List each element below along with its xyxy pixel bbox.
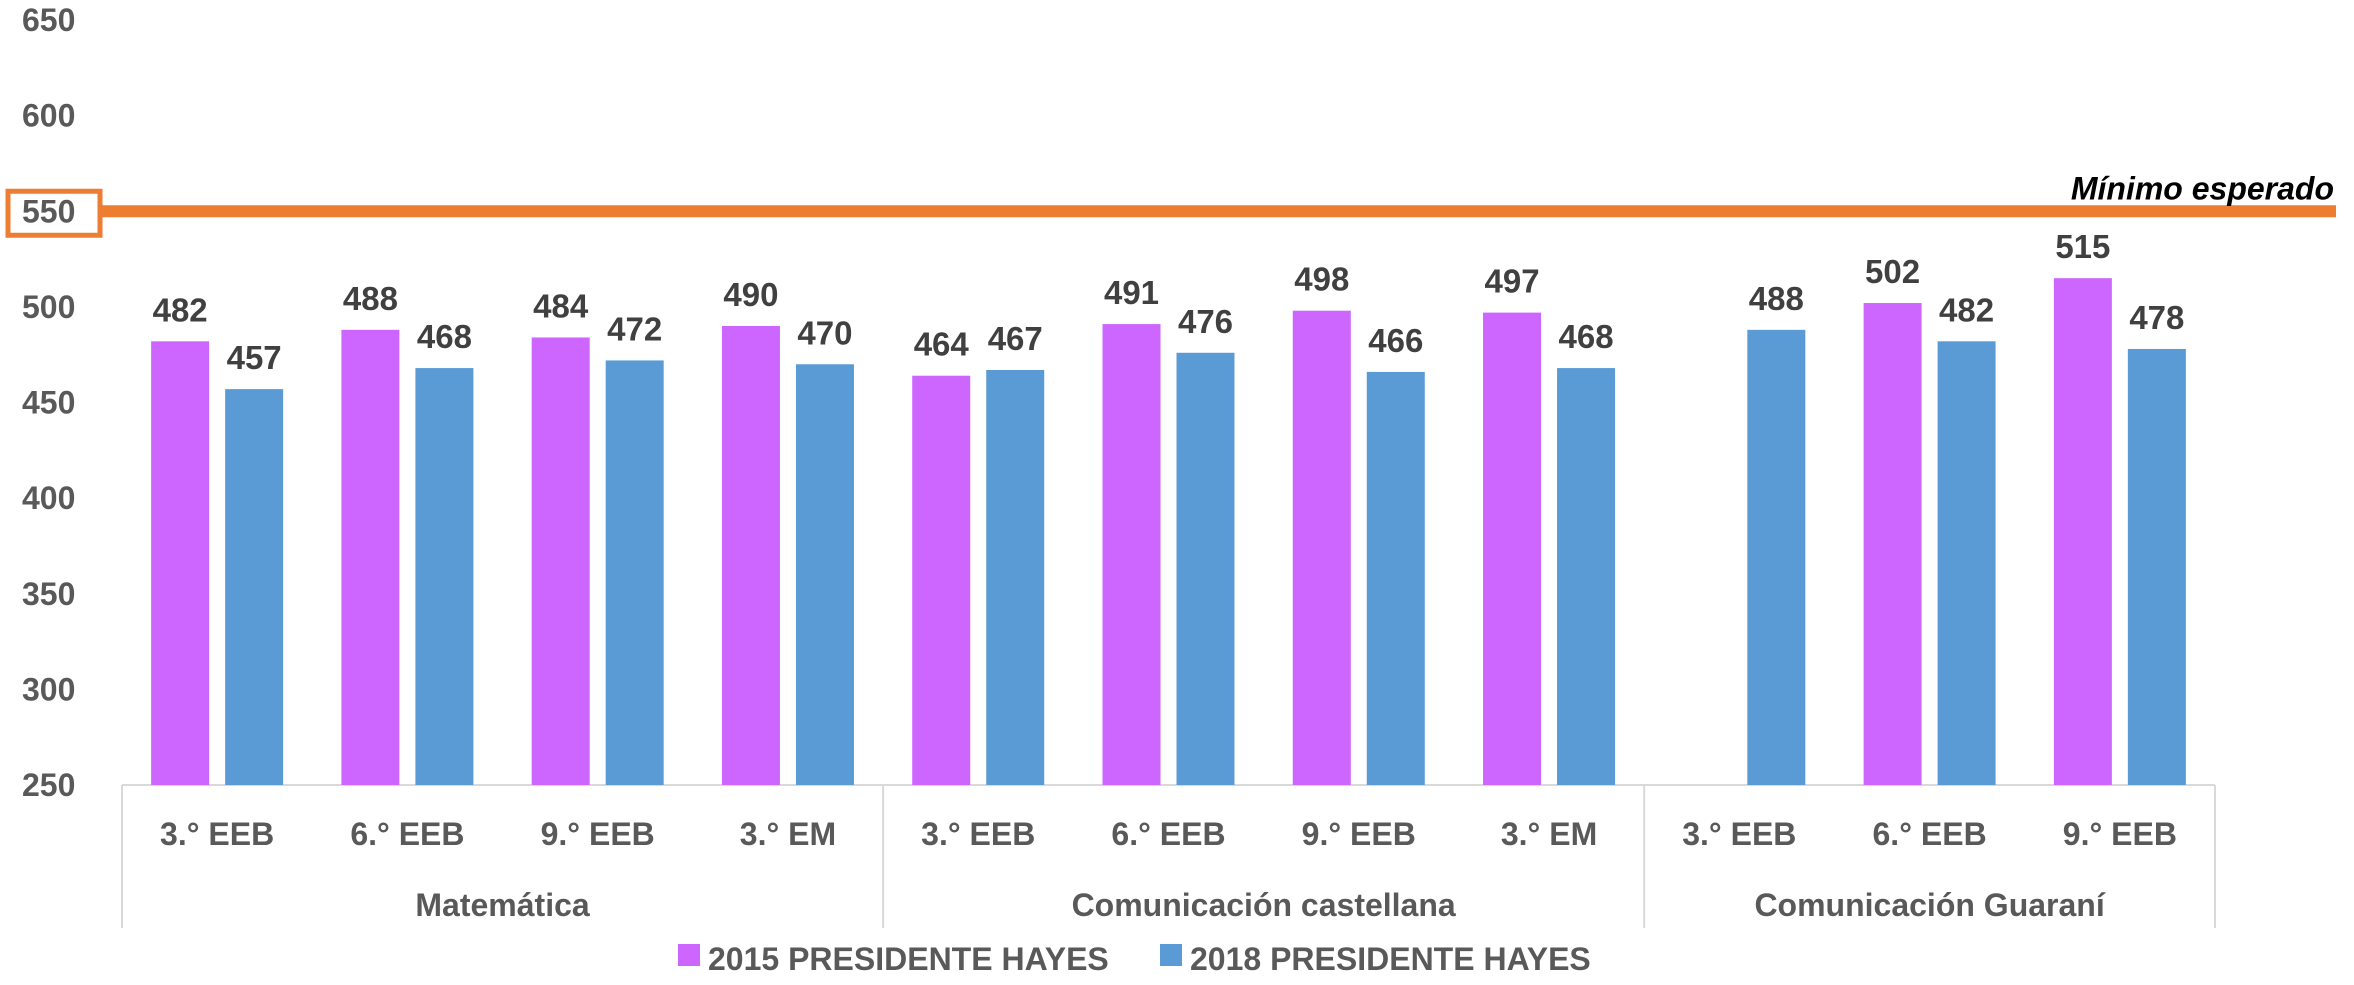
bar-series-2 [415,368,474,785]
y-tick-label: 250 [22,767,75,803]
data-label: 470 [797,314,852,351]
x-tick-label: 9.° EEB [541,816,655,852]
x-tick-label: 6.° EEB [350,816,464,852]
x-tick-label: 3.° EM [1501,816,1597,852]
bar-series-2 [795,364,854,785]
bar-series-2 [225,389,284,785]
bar-series-1 [1292,310,1351,785]
x-tick-label: 3.° EEB [921,816,1035,852]
y-tick-label: 350 [22,576,75,612]
y-tick-label: 500 [22,289,75,325]
group-label: Comunicación castellana [1072,887,1456,923]
data-label: 478 [2129,299,2184,336]
bar-series-1 [1863,303,1922,785]
y-tick-label: 450 [22,385,75,421]
data-label: 468 [1559,318,1614,355]
y-tick-label: 600 [22,98,75,134]
bar-series-2 [986,369,1045,785]
bar-series-1 [341,329,400,785]
bar-series-2 [2127,348,2186,785]
data-label: 464 [914,326,970,363]
x-tick-label: 6.° EEB [1873,816,1987,852]
bar-series-1 [531,337,590,785]
bar-series-2 [1747,329,1806,785]
bar-series-1 [151,341,210,785]
bar-series-2 [1557,368,1616,785]
data-label: 490 [723,276,778,313]
bar-series-1 [721,326,780,785]
y-tick-label: 650 [22,2,75,38]
group-label: Matemática [415,887,590,923]
bar-series-1 [1102,324,1161,785]
data-label: 468 [417,318,472,355]
x-tick-label: 9.° EEB [2063,816,2177,852]
y-tick-label: 300 [22,671,75,707]
y-tick-label: 550 [22,193,75,229]
data-label: 467 [988,320,1043,357]
data-label: 482 [153,291,208,328]
x-tick-label: 3.° EEB [160,816,274,852]
data-label: 502 [1865,253,1920,290]
bar-series-2 [1366,371,1425,785]
x-tick-label: 3.° EM [740,816,836,852]
bar-series-2 [1176,352,1235,785]
bar-series-1 [912,375,971,785]
legend-label: 2015 PRESIDENTE HAYES [708,941,1109,977]
y-tick-label: 400 [22,480,75,516]
legend-swatch [678,944,700,966]
bar-series-2 [1937,341,1996,785]
data-label: 488 [1749,280,1804,317]
data-label: 484 [533,287,589,324]
x-tick-label: 9.° EEB [1302,816,1416,852]
legend-swatch [1160,944,1182,966]
data-label: 498 [1294,261,1349,298]
data-label: 497 [1485,263,1540,300]
data-label: 515 [2055,228,2110,265]
data-label: 476 [1178,303,1233,340]
reference-line-label: Mínimo esperado [2071,170,2334,206]
x-tick-label: 6.° EEB [1111,816,1225,852]
bar-series-1 [2053,278,2112,785]
data-label: 482 [1939,291,1994,328]
legend-label: 2018 PRESIDENTE HAYES [1190,941,1591,977]
data-label: 472 [607,310,662,347]
bar-series-2 [605,360,664,785]
data-label: 466 [1368,322,1423,359]
group-label: Comunicación Guaraní [1754,887,2105,923]
data-label: 488 [343,280,398,317]
bar-series-1 [1483,312,1542,785]
x-tick-label: 3.° EEB [1682,816,1796,852]
data-label: 491 [1104,274,1159,311]
data-label: 457 [227,339,282,376]
